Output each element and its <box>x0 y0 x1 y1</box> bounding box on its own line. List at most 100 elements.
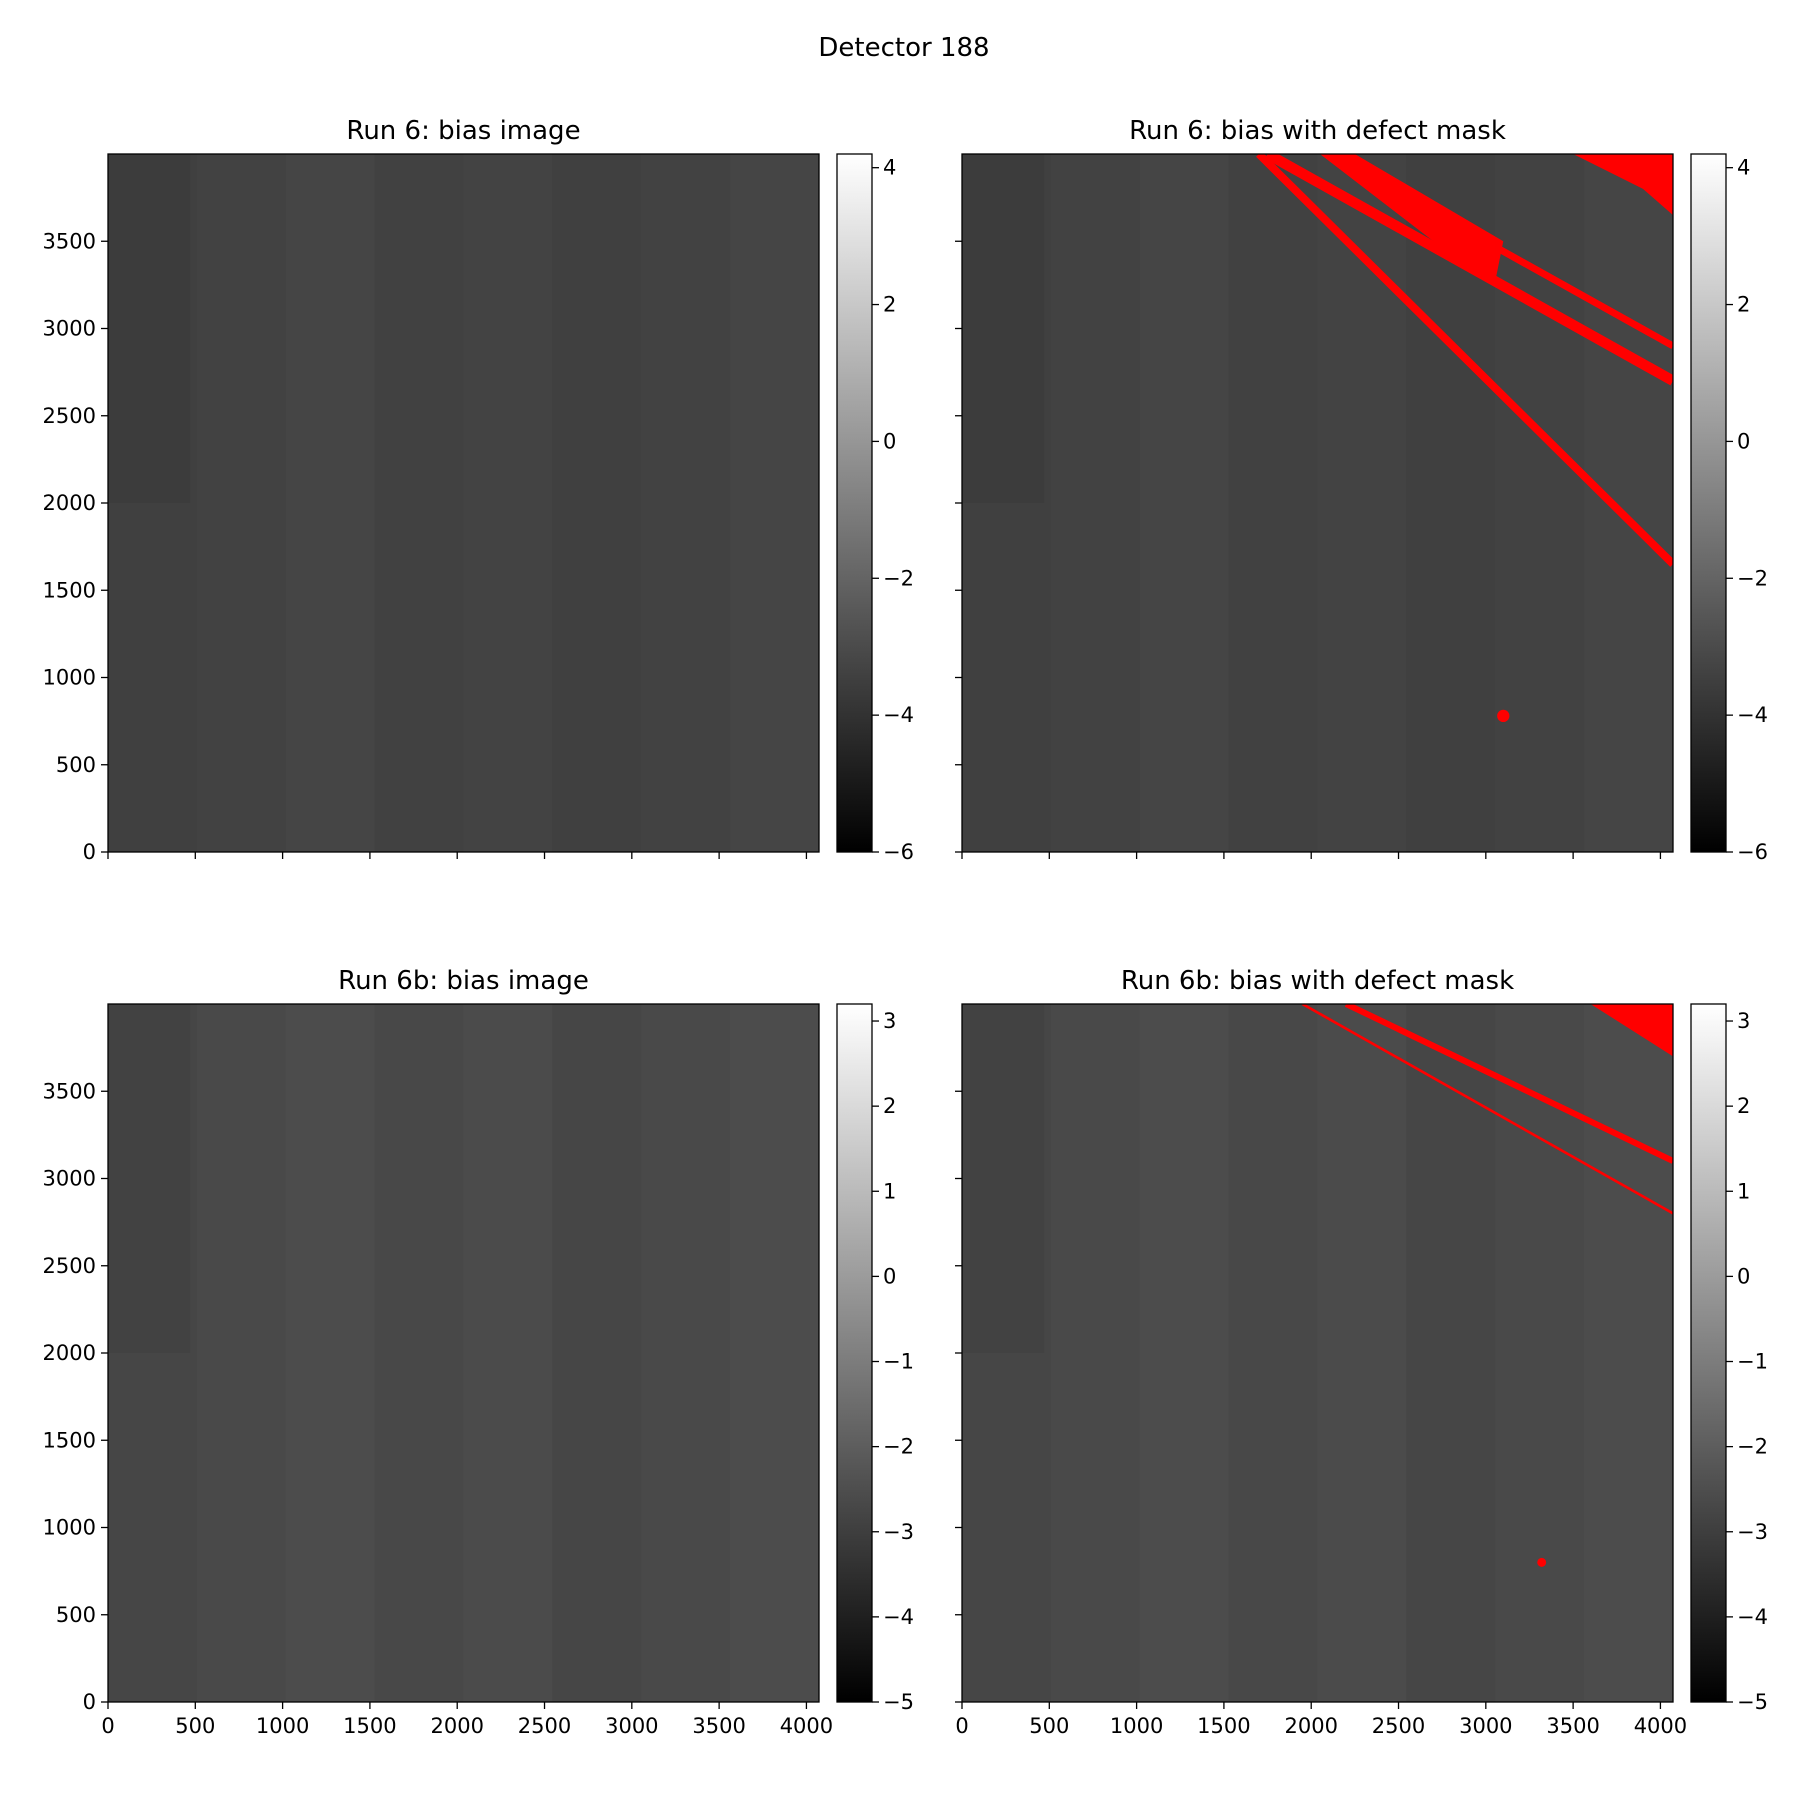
mask-region <box>1573 154 1673 216</box>
y-tick-label: 2000 <box>43 491 96 515</box>
x-tick-label: 500 <box>175 1714 215 1738</box>
image-segment <box>1406 1004 1496 1702</box>
image-segment <box>641 1004 731 1702</box>
colorbar <box>1690 153 1727 853</box>
panel-1: 0 500 1000 1500 2000 2500 3000 3500 Run 6: bias … <box>43 116 914 864</box>
y-tick-label: 2000 <box>43 1341 96 1365</box>
colorbar-tick-label: −1 <box>1737 1350 1768 1374</box>
x-tick-label: 1000 <box>256 1714 309 1738</box>
x-tick-label: 3000 <box>1459 1714 1512 1738</box>
y-tick-label: 1000 <box>43 1516 96 1540</box>
colorbar-tick-label: −2 <box>1737 566 1768 590</box>
y-tick-label: 2500 <box>43 1254 96 1278</box>
panel-title: Run 6b: bias with defect mask <box>1121 966 1514 996</box>
x-tick-label: 1500 <box>1197 1714 1250 1738</box>
y-tick-label: 1000 <box>43 666 96 690</box>
x-tick-label: 1500 <box>343 1714 396 1738</box>
y-tick-label: 1500 <box>43 1428 96 1452</box>
image-segment <box>1317 154 1407 852</box>
image-segment <box>1317 1004 1407 1702</box>
colorbar-tick-label: −1 <box>883 1350 914 1374</box>
x-tick-label: 2000 <box>430 1714 483 1738</box>
image-segment <box>1584 1004 1673 1702</box>
colorbar-tick-label: 4 <box>1737 156 1750 180</box>
colorbar-tick-label: −2 <box>883 1435 914 1459</box>
colorbar-tick-label: −3 <box>883 1520 914 1544</box>
colorbar-tick-label: −5 <box>1737 1690 1768 1714</box>
panel-4: 0 500 1000 1500 2000 2500 3000 3500 4000 Run 6b: … <box>955 966 1768 1738</box>
panel-2: Run 6: bias with defect mask 4 2 0 −2 −4 −6 <box>955 116 1768 864</box>
image-area <box>108 1004 819 1702</box>
image-segment <box>108 154 191 503</box>
y-tick-label: 1500 <box>43 578 96 602</box>
x-tick-label: 3500 <box>692 1714 745 1738</box>
image-segment <box>1050 1004 1140 1702</box>
colorbar-tick-label: −3 <box>1737 1520 1768 1544</box>
y-tick-label: 3000 <box>43 1167 96 1191</box>
x-tick-label: 500 <box>1029 1714 1069 1738</box>
image-area <box>962 1004 1673 1702</box>
y-tick-label: 3000 <box>43 317 96 341</box>
x-tick-label: 0 <box>101 1714 114 1738</box>
colorbar-tick-label: 1 <box>883 1179 896 1203</box>
colorbar-tick-label: 2 <box>883 1094 896 1118</box>
colorbar-tick-label: 1 <box>1737 1179 1750 1203</box>
image-segment <box>1584 154 1673 852</box>
figure-title: Detector 188 <box>818 33 989 63</box>
mask-streak <box>1344 1004 1673 1164</box>
colorbar-tick-label: −4 <box>1737 1605 1768 1629</box>
panel-3: 0 500 1000 1500 2000 2500 3000 3500 4000 0 500 1000… <box>43 966 914 1738</box>
colorbar-tick-label: 2 <box>883 293 896 317</box>
image-segment <box>1139 154 1229 852</box>
panel-title: Run 6b: bias image <box>338 966 589 996</box>
colorbar-tick-label: −5 <box>883 1690 914 1714</box>
image-area <box>108 154 819 852</box>
mask-region <box>1319 154 1504 285</box>
image-segment <box>1139 1004 1229 1702</box>
y-tick-label: 3500 <box>43 229 96 253</box>
colorbar-tick-label: 0 <box>883 1264 896 1288</box>
y-tick-label: 3500 <box>43 1079 96 1103</box>
colorbar-tick-label: 3 <box>883 1009 896 1033</box>
image-segment <box>463 1004 553 1702</box>
mask-region <box>1590 1004 1673 1057</box>
colorbar-tick-label: 2 <box>1737 1094 1750 1118</box>
colorbar <box>1690 1003 1727 1703</box>
colorbar <box>836 153 873 853</box>
colorbar-tick-label: −2 <box>883 566 914 590</box>
x-tick-label: 2500 <box>518 1714 571 1738</box>
colorbar-tick-label: −4 <box>883 703 914 727</box>
panel-title: Run 6: bias image <box>346 116 580 146</box>
image-segment <box>730 154 819 852</box>
image-segment <box>552 154 642 852</box>
image-area <box>962 154 1673 852</box>
image-segment <box>1050 154 1140 852</box>
x-tick-label: 2500 <box>1372 1714 1425 1738</box>
colorbar-tick-label: 2 <box>1737 293 1750 317</box>
image-segment <box>463 154 553 852</box>
y-tick-label: 0 <box>83 1690 96 1714</box>
image-segment <box>641 154 731 852</box>
image-segment <box>196 1004 286 1702</box>
colorbar-tick-label: −6 <box>1737 840 1768 864</box>
mask-streak <box>1301 1004 1673 1215</box>
colorbar <box>836 1003 873 1703</box>
x-tick-label: 4000 <box>780 1714 833 1738</box>
colorbar-tick-label: −4 <box>883 1605 914 1629</box>
image-segment <box>552 1004 642 1702</box>
image-segment <box>1495 154 1585 852</box>
x-tick-label: 4000 <box>1634 1714 1687 1738</box>
mask-pixel <box>1497 709 1510 723</box>
x-tick-label: 3000 <box>605 1714 658 1738</box>
y-tick-label: 0 <box>83 840 96 864</box>
colorbar-tick-label: 0 <box>883 429 896 453</box>
image-segment <box>285 154 375 852</box>
y-tick-label: 2500 <box>43 404 96 428</box>
x-tick-label: 1000 <box>1110 1714 1163 1738</box>
colorbar-tick-label: 4 <box>883 156 896 180</box>
colorbar-tick-label: −6 <box>883 840 914 864</box>
mask-pixel <box>1537 1557 1547 1567</box>
image-segment <box>285 1004 375 1702</box>
